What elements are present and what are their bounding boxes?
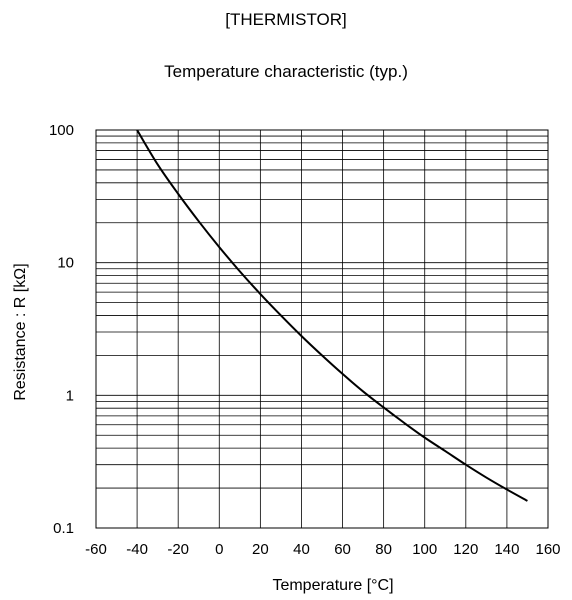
y-axis-ticks: 0.1 1 10 100 [49, 122, 74, 537]
x-tick-label: 140 [494, 541, 519, 558]
x-tick-label: -60 [85, 541, 107, 558]
x-tick-label: 60 [334, 541, 351, 558]
chart-subtitle: Temperature characteristic (typ.) [164, 62, 408, 81]
x-axis-label: Temperature [°C] [272, 577, 393, 594]
x-tick-label: 0 [215, 541, 223, 558]
x-tick-label: 20 [252, 541, 269, 558]
x-tick-label: -20 [167, 541, 189, 558]
y-tick-label: 10 [57, 255, 74, 272]
x-axis-ticks: -60 -40 -20 0 20 40 60 80 100 120 140 160 [85, 541, 560, 558]
y-tick-label: 100 [49, 122, 74, 139]
x-tick-label: 40 [293, 541, 310, 558]
x-tick-label: 80 [375, 541, 392, 558]
y-axis-label: Resistance : R [kΩ] [12, 263, 29, 400]
x-tick-label: 100 [412, 541, 437, 558]
grid [95, 130, 549, 529]
plot-frame [95, 129, 549, 529]
x-tick-label: -40 [126, 541, 148, 558]
chart-title: [THERMISTOR] [225, 10, 347, 29]
x-tick-label: 120 [453, 541, 478, 558]
x-tick-label: 160 [535, 541, 560, 558]
y-tick-label: 0.1 [53, 520, 74, 537]
series-line [136, 129, 528, 502]
y-tick-label: 1 [66, 387, 74, 404]
